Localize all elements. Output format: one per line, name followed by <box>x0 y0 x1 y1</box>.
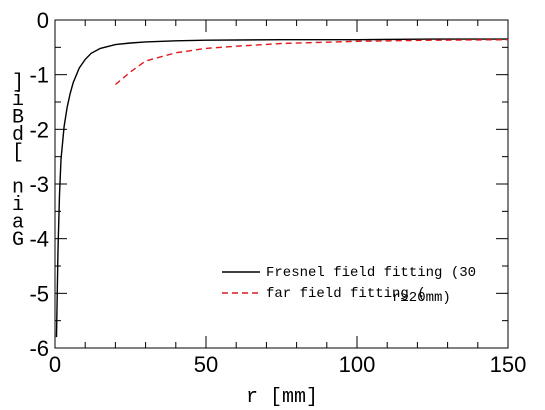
y-label-glyph: i <box>12 89 24 112</box>
y-tick-label: -1 <box>29 63 49 88</box>
y-tick-label: -3 <box>29 172 49 197</box>
legend: Fresnel field fitting (30 far field fitti… <box>222 265 476 306</box>
y-tick-label: 0 <box>37 8 49 33</box>
axis-ticks <box>54 19 509 349</box>
y-tick-label: -6 <box>29 336 49 361</box>
y-label-glyph: [ <box>12 142 24 165</box>
y-label-glyph: a <box>12 212 24 235</box>
legend-label: far field fitting ( <box>266 286 426 302</box>
x-tick-label: 100 <box>339 352 376 377</box>
series-layer <box>55 38 509 338</box>
tick-labels: 0 50 100 150 0 -1 -2 -3 -4 -5 -6 <box>29 8 526 377</box>
x-tick-label: 0 <box>49 352 61 377</box>
x-tick-label: 150 <box>490 352 527 377</box>
legend-overlap-text: r≥20mm) <box>392 290 451 306</box>
y-tick-label: -5 <box>29 281 49 306</box>
x-axis-label: r [mm] <box>246 386 318 409</box>
y-label-glyph: G <box>12 229 24 252</box>
legend-label: Fresnel field fitting (30 <box>266 265 476 281</box>
y-tick-label: -4 <box>29 227 49 252</box>
y-tick-label: -2 <box>29 117 49 142</box>
y-label-glyph: n <box>12 177 24 200</box>
y-label-glyph: i <box>12 194 24 217</box>
y-label-glyph: ] <box>12 72 24 95</box>
y-label-glyph: B <box>12 107 24 130</box>
y-label-glyph: d <box>12 124 24 147</box>
series-line <box>114 39 509 86</box>
x-tick-label: 50 <box>194 352 218 377</box>
series-line <box>55 38 508 338</box>
